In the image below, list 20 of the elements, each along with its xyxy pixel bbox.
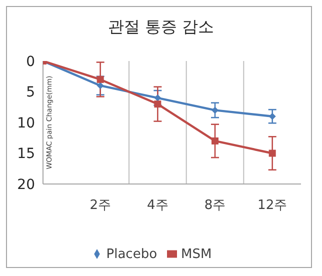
point: [212, 137, 218, 144]
point: [212, 106, 218, 114]
point: [154, 100, 162, 108]
x-tick-label: 2주: [90, 198, 111, 214]
y-tick-label: 10: [17, 115, 35, 132]
y-tick-label: 5: [26, 84, 35, 101]
chart-title: 관절 통증 감소: [106, 17, 216, 38]
point: [268, 150, 276, 157]
x-tick-label: 12주: [258, 198, 288, 214]
legend-label: MSM: [181, 247, 212, 262]
legend-label: Placebo: [106, 247, 158, 262]
x-tick-label: 4주: [147, 198, 168, 214]
point: [154, 94, 162, 102]
point: [96, 76, 104, 83]
y-tick-label: 0: [26, 54, 35, 70]
point: [96, 82, 104, 90]
y-tick-label: 20: [17, 176, 35, 193]
point: [268, 112, 276, 120]
y-tick-label: 15: [17, 146, 35, 162]
x-tick-label: 8주: [204, 198, 226, 214]
